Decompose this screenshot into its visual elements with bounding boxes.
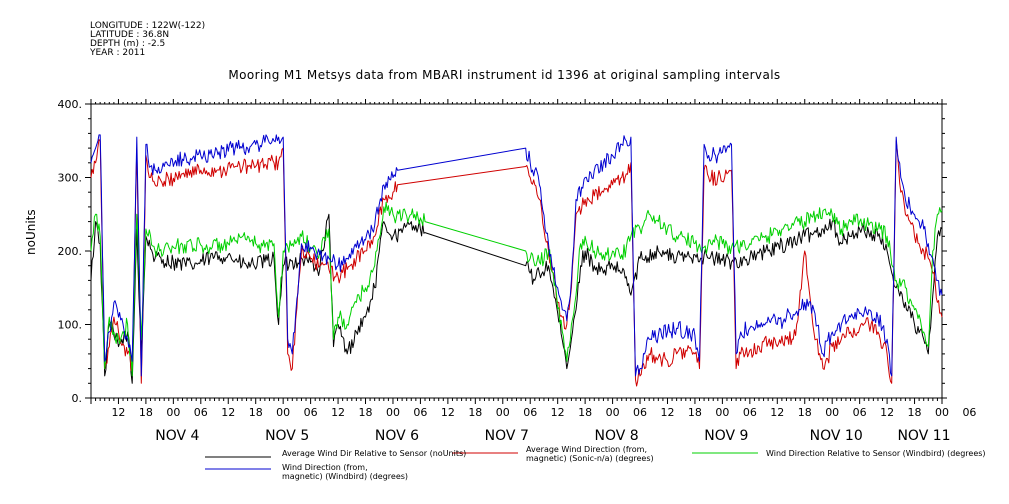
x-tick-label: 18 — [468, 406, 482, 419]
chart-title: Mooring M1 Metsys data from MBARI instru… — [228, 68, 781, 82]
x-tick-label: 06 — [523, 406, 537, 419]
y-tick-label: 200. — [58, 245, 83, 258]
x-day-label: NOV 10 — [810, 428, 863, 444]
x-tick-label: 12 — [441, 406, 455, 419]
x-tick-label: 18 — [688, 406, 702, 419]
x-tick-label: 12 — [660, 406, 674, 419]
x-tick-label: 06 — [633, 406, 647, 419]
metadata-depth: DEPTH (m) : -2.5 — [90, 39, 166, 49]
x-tick-label: 18 — [249, 406, 263, 419]
series-line-4 — [90, 134, 943, 377]
y-tick-label: 100. — [58, 319, 83, 332]
metadata-year: YEAR : 2011 — [90, 48, 146, 58]
x-tick-label: 06 — [304, 406, 318, 419]
x-day-label: NOV 5 — [265, 428, 309, 444]
x-tick-label: 00 — [276, 406, 290, 419]
x-tick-label: 12 — [880, 406, 894, 419]
plot-frame — [90, 103, 943, 399]
legend-label-series-3: Wind Direction Relative to Sensor (Windb… — [766, 449, 986, 458]
x-tick-label: 12 — [111, 406, 125, 419]
x-tick-label: 00 — [825, 406, 839, 419]
metadata-latitude: LATITUDE : 36.8N — [90, 30, 170, 40]
x-tick-label: 00 — [715, 406, 729, 419]
x-tick-label: 00 — [935, 406, 949, 419]
x-tick-label: 18 — [359, 406, 373, 419]
x-tick-label: 18 — [578, 406, 592, 419]
series-line-1 — [90, 213, 943, 384]
x-day-label: NOV 11 — [897, 428, 950, 444]
y-tick-label: 400. — [58, 98, 83, 111]
x-tick-label: 00 — [606, 406, 620, 419]
legend-label-series-1: Average Wind Dir Relative to Sensor (noU… — [282, 449, 467, 458]
x-tick-label: 12 — [331, 406, 345, 419]
x-tick-label: 12 — [221, 406, 235, 419]
x-tick-label: 00 — [496, 406, 510, 419]
x-tick-label: 06 — [853, 406, 867, 419]
y-tick-label: 0. — [72, 392, 83, 405]
x-tick-label: 12 — [770, 406, 784, 419]
x-tick-label: 06 — [194, 406, 208, 419]
series-line-2 — [90, 139, 943, 387]
x-day-label: NOV 9 — [704, 428, 748, 444]
x-tick-label: 12 — [551, 406, 565, 419]
legend-label-series-4: Wind Direction (from, magnetic) (Windbir… — [282, 463, 409, 481]
x-tick-label: 18 — [908, 406, 922, 419]
x-tick-label: 18 — [798, 406, 812, 419]
x-day-label: NOV 6 — [375, 428, 419, 444]
x-day-label: NOV 7 — [485, 428, 529, 444]
metadata-longitude: LONGITUDE : 122W(-122) — [90, 21, 206, 31]
series-line-3 — [90, 201, 943, 377]
x-tick-label: 00 — [386, 406, 400, 419]
x-tick-label: 06 — [413, 406, 427, 419]
x-tick-label: 18 — [139, 406, 153, 419]
x-tick-label: 00 — [166, 406, 180, 419]
x-tick-label: 06 — [743, 406, 757, 419]
x-day-label: NOV 4 — [155, 428, 199, 444]
y-tick-label: 300. — [58, 172, 83, 185]
x-tick-label: 06 — [962, 406, 976, 419]
x-day-label: NOV 8 — [594, 428, 638, 444]
legend-label-series-2: Average Wind Direction (from, magnetic) … — [526, 445, 654, 463]
